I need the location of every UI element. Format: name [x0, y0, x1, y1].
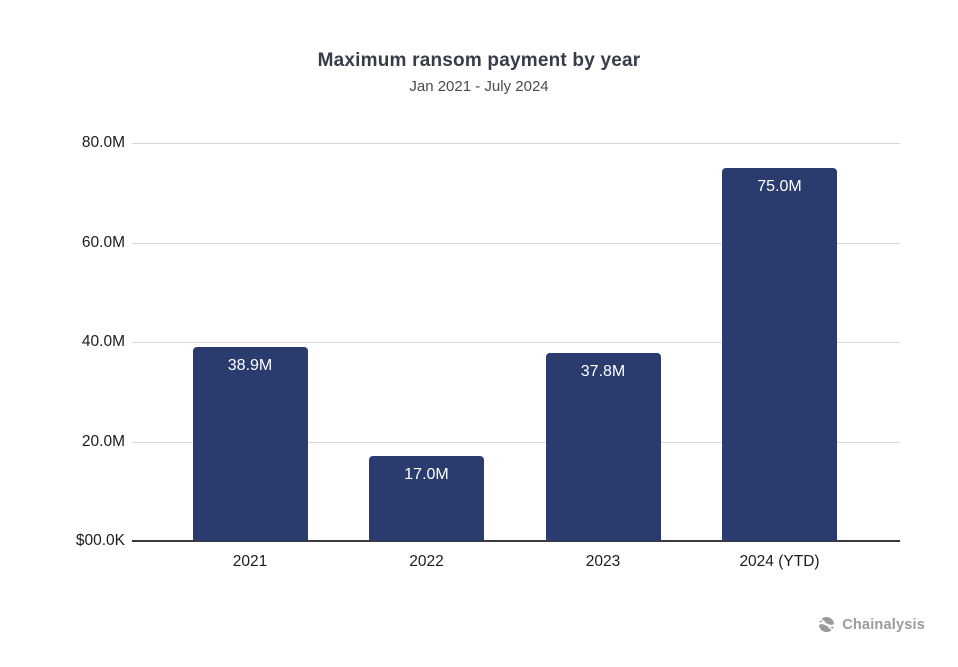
bar-2021: 38.9M — [192, 347, 308, 541]
bar-value-label: 37.8M — [580, 363, 626, 380]
bar-2023: 37.8M — [545, 353, 661, 541]
gridline — [132, 342, 900, 343]
x-axis-tick-label: 2021 — [232, 553, 268, 570]
bar-value-label: 17.0M — [404, 466, 449, 483]
x-axis-line — [132, 540, 900, 542]
bar-value-label: 75.0M — [757, 178, 802, 195]
x-axis-tick-label: 2024 (YTD) — [739, 553, 820, 570]
brand-footer: Chainalysis — [817, 615, 925, 634]
y-axis-tick-label: 40.0M — [81, 333, 125, 350]
y-axis-tick-label: 20.0M — [81, 433, 125, 450]
y-axis-tick-label: 80.0M — [81, 134, 125, 151]
chainalysis-logo-icon — [817, 615, 836, 634]
bar-2024 (YTD): 75.0M — [722, 168, 837, 541]
y-axis-tick-label: $00.0K — [75, 532, 125, 549]
gridline — [132, 243, 900, 244]
brand-name: Chainalysis — [842, 616, 925, 633]
gridline — [132, 143, 900, 144]
chart-title: Maximum ransom payment by year — [317, 50, 641, 71]
x-axis-tick-label: 2022 — [409, 553, 444, 570]
bar-2022: 17.0M — [369, 456, 484, 541]
y-axis-tick-label: 60.0M — [81, 234, 125, 251]
bar-value-label: 38.9M — [227, 357, 273, 374]
x-axis-tick-label: 2023 — [585, 553, 621, 570]
chart-subtitle: Jan 2021 - July 2024 — [409, 78, 549, 95]
gridline — [132, 442, 900, 443]
